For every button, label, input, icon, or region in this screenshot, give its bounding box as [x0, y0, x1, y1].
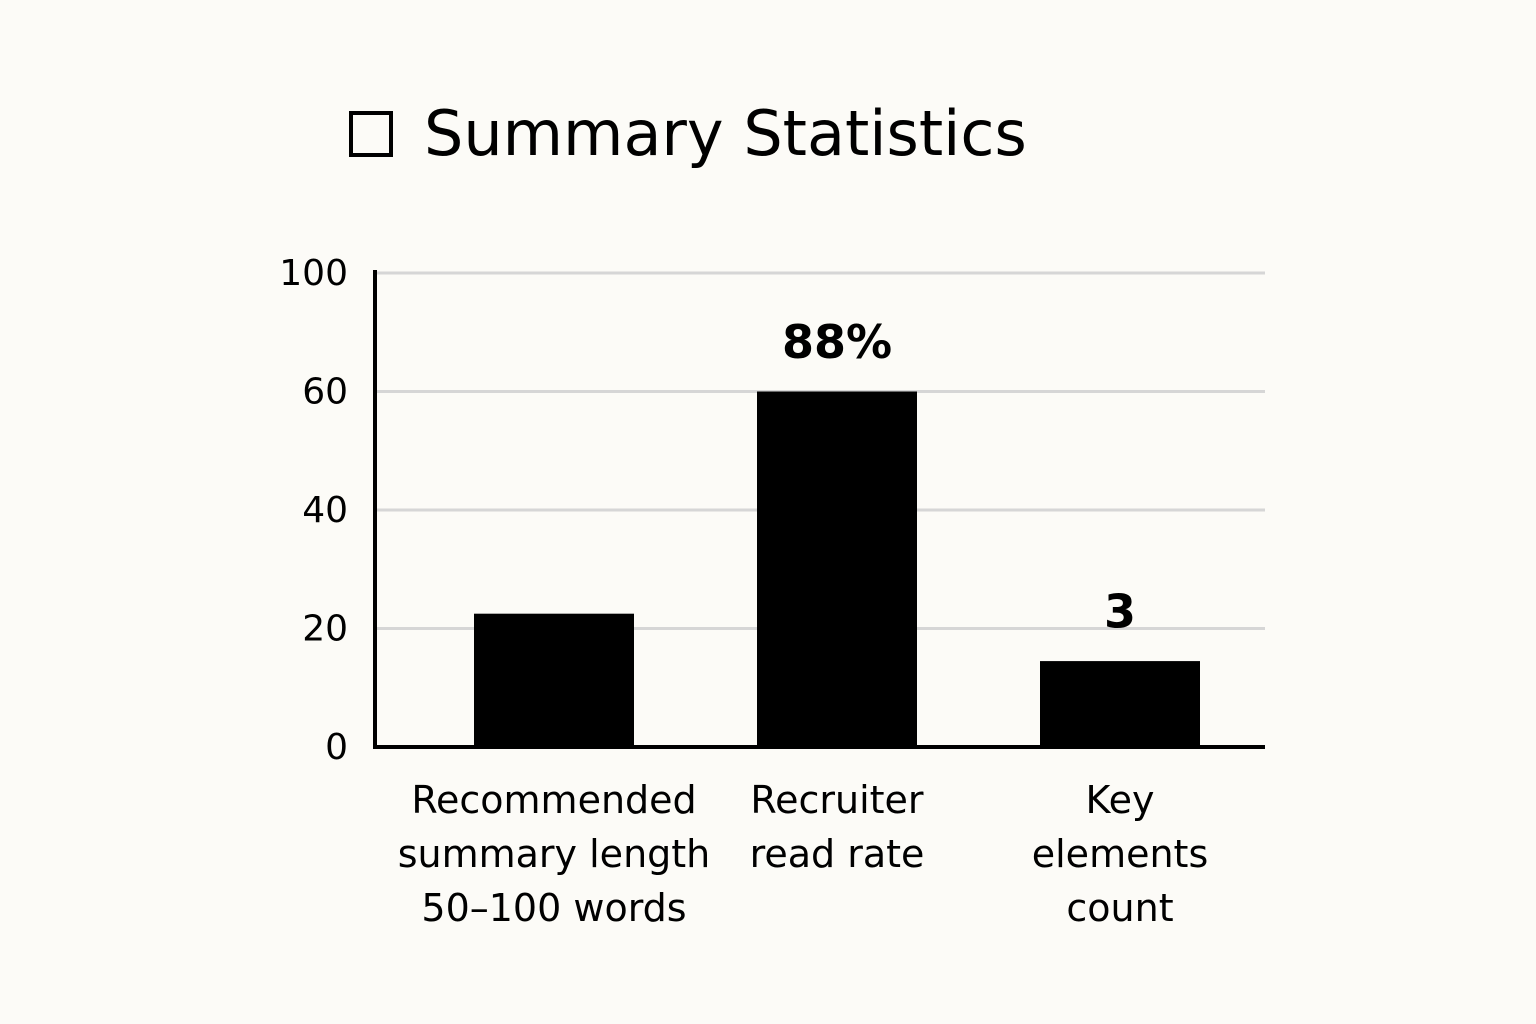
x-tick-label-line: elements: [1032, 832, 1209, 876]
x-tick-label: Recruiter read rate: [750, 778, 925, 876]
x-tick-label-line: count: [1066, 886, 1173, 930]
annotation: 88%: [782, 315, 892, 369]
x-tick-label-line: summary length: [398, 832, 711, 876]
chart-title: Summary Statistics: [424, 97, 1027, 170]
y-tick-label: 40: [302, 490, 348, 531]
y-tick-label: 100: [279, 253, 348, 294]
y-tick-label: 20: [302, 609, 348, 650]
x-tick-label-line: Recommended: [411, 778, 696, 822]
title-icon: [349, 111, 393, 157]
x-tick-label: Key elements count: [1032, 778, 1209, 930]
y-tick-label: 60: [302, 372, 348, 413]
x-tick-label-line: 50–100 words: [421, 886, 686, 930]
x-tick-label-line: Recruiter: [750, 778, 924, 822]
x-tick-label: Recommended summary length 50–100 words: [398, 778, 711, 930]
bar: [1040, 661, 1200, 747]
y-tick-label: 0: [325, 727, 348, 768]
x-tick-label-line: read rate: [750, 832, 925, 876]
bar: [757, 391, 917, 747]
bar: [474, 613, 634, 747]
x-tick-label-line: Key: [1086, 778, 1155, 822]
annotation: 3: [1104, 585, 1136, 639]
